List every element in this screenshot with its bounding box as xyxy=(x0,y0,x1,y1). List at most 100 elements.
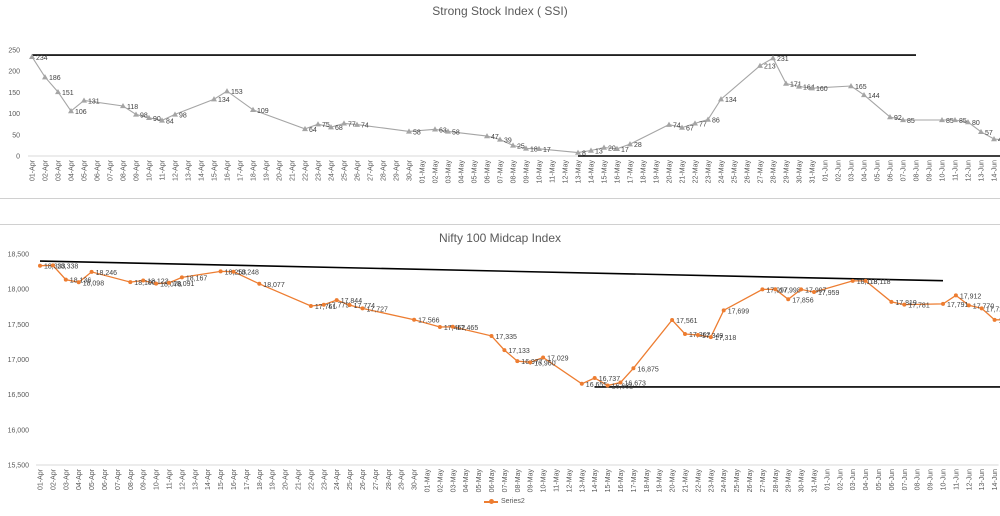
midcap-x-tick-label: 07-Apr xyxy=(115,468,122,490)
ssi-x-tick-label: 22-May xyxy=(693,160,700,184)
midcap-data-point xyxy=(347,303,352,308)
ssi-data-label: 17 xyxy=(621,147,629,154)
midcap-data-label: 18,118 xyxy=(857,279,878,286)
midcap-x-tick-label: 16-May xyxy=(618,469,625,493)
ssi-data-point xyxy=(783,80,789,86)
ssi-data-label: 92 xyxy=(894,115,902,122)
ssi-data-point xyxy=(861,91,867,98)
midcap-data-point xyxy=(618,380,623,385)
midcap-y-tick-label: 16,500 xyxy=(8,392,30,399)
midcap-x-tick-label: 14-Jun xyxy=(992,469,999,491)
midcap-x-tick-label: 30-Apr xyxy=(412,468,419,490)
ssi-y-tick-label: 0 xyxy=(16,154,20,161)
midcap-x-tick-label: 21-Apr xyxy=(296,468,303,490)
ssi-data-point xyxy=(250,106,256,112)
midcap-data-label: 17,959 xyxy=(818,290,840,297)
midcap-data-label: 18,118 xyxy=(870,279,891,286)
ssi-x-tick-label: 25-Apr xyxy=(342,159,349,181)
midcap-x-tick-label: 15-May xyxy=(605,469,612,493)
midcap-x-tick-label: 06-Jun xyxy=(889,469,896,491)
midcap-data-point xyxy=(773,287,778,292)
ssi-data-label: 75 xyxy=(322,122,330,129)
ssi-data-point xyxy=(588,147,594,153)
midcap-data-label: 17,462 xyxy=(444,325,466,332)
ssi-x-tick-label: 26-Apr xyxy=(355,159,362,181)
midcap-x-tick-label: 11-Jun xyxy=(953,469,960,490)
ssi-x-tick-label: 15-Apr xyxy=(212,159,219,181)
ssi-data-label: 25 xyxy=(517,143,525,150)
midcap-x-tick-label: 25-Apr xyxy=(347,468,354,490)
ssi-x-tick-label: 10-May xyxy=(537,160,544,184)
midcap-x-tick-label: 17-May xyxy=(631,469,638,493)
midcap-data-label: 17,779 xyxy=(328,303,350,310)
midcap-data-label: 17,791 xyxy=(947,302,969,309)
ssi-data-point xyxy=(796,83,802,89)
ssi-x-tick-label: 07-Jun xyxy=(901,160,908,182)
midcap-x-tick-label: 07-May xyxy=(502,469,509,493)
ssi-data-label: 106 xyxy=(75,109,87,116)
midcap-x-tick-label: 12-Apr xyxy=(179,468,186,490)
midcap-x-tick-label: 01-Jun xyxy=(824,469,831,491)
ssi-chart-panel: Strong Stock Index ( SSI) 0 50 100 150 200 25… xyxy=(0,0,1000,199)
ssi-x-tick-label: 19-Apr xyxy=(264,159,271,181)
midcap-data-label: 17,819 xyxy=(895,300,917,307)
midcap-x-tick-label: 19-Apr xyxy=(270,468,277,490)
ssi-data-point xyxy=(68,108,74,114)
ssi-x-tick-label: 29-Apr xyxy=(394,159,401,181)
ssi-data-point xyxy=(328,124,334,130)
ssi-y-tick-label: 100 xyxy=(8,111,20,118)
ssi-data-point xyxy=(692,120,698,126)
midcap-y-tick-label: 18,000 xyxy=(8,287,30,294)
midcap-data-point xyxy=(257,281,262,286)
ssi-x-tick-label: 23-Apr xyxy=(316,159,323,181)
ssi-data-label: 28 xyxy=(634,142,642,149)
midcap-x-tick-label: 20-May xyxy=(670,469,677,493)
ssi-data-label: 20 xyxy=(608,146,616,153)
ssi-data-point xyxy=(991,136,997,142)
midcap-data-point xyxy=(76,280,81,285)
midcap-x-tick-label: 23-Apr xyxy=(321,468,328,490)
ssi-data-label: 131 xyxy=(88,98,100,105)
ssi-data-label: 8 xyxy=(582,151,586,158)
ssi-data-point xyxy=(120,102,126,109)
ssi-x-tick-label: 01-Apr xyxy=(30,159,37,181)
ssi-x-tick-label: 12-May xyxy=(563,160,570,184)
midcap-x-tick-label: 30-May xyxy=(799,469,806,493)
ssi-data-label: 63 xyxy=(439,127,447,134)
ssi-data-label: 17 xyxy=(543,147,551,154)
ssi-x-tick-label: 16-Apr xyxy=(225,159,232,181)
midcap-x-tick-label: 08-May xyxy=(515,469,522,493)
midcap-data-label: 17,318 xyxy=(715,335,737,342)
midcap-x-tick-label: 05-Jun xyxy=(876,469,883,491)
midcap-data-point xyxy=(89,269,94,274)
midcap-data-label: 17,912 xyxy=(960,293,982,300)
ssi-x-tick-label: 30-Apr xyxy=(407,159,414,181)
ssi-x-tick-label: 03-Apr xyxy=(56,159,63,181)
midcap-y-tick-label: 15,500 xyxy=(8,463,30,470)
ssi-x-tick-label: 11-Apr xyxy=(160,159,167,180)
ssi-data-label: 151 xyxy=(62,90,74,97)
ssi-data-label: 74 xyxy=(673,123,681,130)
midcap-data-label: 17,564 xyxy=(999,318,1000,325)
ssi-x-tick-label: 24-Apr xyxy=(329,159,336,181)
ssi-x-tick-label: 04-May xyxy=(459,160,466,184)
ssi-x-tick-label: 02-May xyxy=(433,160,440,184)
ssi-data-point xyxy=(718,96,724,102)
ssi-x-tick-label: 13-Jun xyxy=(979,160,986,182)
midcap-x-tick-label: 03-May xyxy=(450,469,457,493)
ssi-x-tick-label: 16-May xyxy=(615,160,622,184)
midcap-x-tick-label: 18-May xyxy=(644,469,651,493)
midcap-x-tick-label: 04-Apr xyxy=(76,468,83,490)
ssi-data-point xyxy=(55,88,61,95)
ssi-x-tick-label: 30-May xyxy=(797,160,804,184)
midcap-x-tick-label: 11-Apr xyxy=(167,468,174,489)
midcap-data-label: 17,133 xyxy=(508,348,530,355)
legend-swatch-series2 xyxy=(484,498,498,504)
midcap-x-tick-label: 04-May xyxy=(463,469,470,493)
midcap-data-label: 17,561 xyxy=(676,318,698,325)
ssi-data-point xyxy=(497,136,503,142)
midcap-data-label: 18,246 xyxy=(96,270,118,277)
midcap-data-label: 18,167 xyxy=(186,275,208,282)
ssi-data-label: 165 xyxy=(855,84,867,91)
